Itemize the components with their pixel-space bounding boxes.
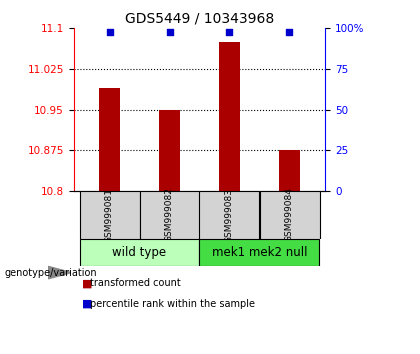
Text: GSM999082: GSM999082 [165, 188, 174, 242]
Bar [79, 239, 200, 266]
Point [226, 29, 233, 35]
Bar [200, 191, 260, 239]
Text: mek1 mek2 null: mek1 mek2 null [212, 246, 307, 259]
Bar [260, 191, 320, 239]
Text: ■: ■ [82, 299, 92, 309]
Text: GSM999083: GSM999083 [225, 188, 234, 242]
Title: GDS5449 / 10343968: GDS5449 / 10343968 [125, 12, 274, 26]
Text: GSM999081: GSM999081 [105, 188, 114, 242]
Text: ■: ■ [82, 278, 92, 288]
Point [286, 29, 293, 35]
Text: transformed count: transformed count [90, 278, 181, 288]
Bar [139, 191, 199, 239]
Text: wild type: wild type [113, 246, 167, 259]
Text: genotype/variation: genotype/variation [4, 268, 97, 278]
Bar [200, 239, 320, 266]
Point [166, 29, 173, 35]
Bar [79, 191, 139, 239]
Polygon shape [48, 266, 71, 279]
Text: GSM999084: GSM999084 [285, 188, 294, 242]
Point [106, 29, 113, 35]
Bar [279, 150, 300, 191]
Text: percentile rank within the sample: percentile rank within the sample [90, 299, 255, 309]
Bar [99, 88, 120, 191]
Bar [219, 42, 240, 191]
Bar [159, 110, 180, 191]
